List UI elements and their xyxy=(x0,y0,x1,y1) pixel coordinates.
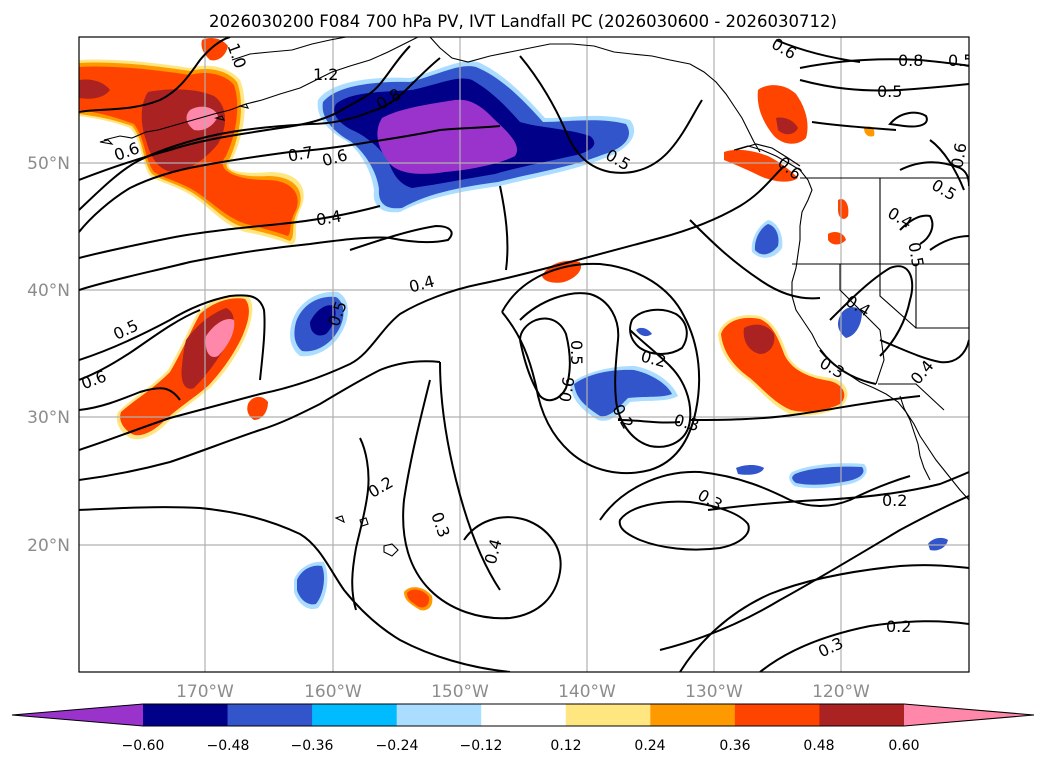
colorbar-outline xyxy=(11,703,1035,727)
colorbar-ticks: −0.60 −0.48 −0.36 −0.24 −0.12 0.12 0.24 … xyxy=(122,738,920,754)
contour-label: 0.6 xyxy=(947,141,970,169)
lon-label: 160°W xyxy=(304,682,362,702)
pv-contours xyxy=(79,37,969,672)
colorbar-tick-label: 0.60 xyxy=(888,738,919,754)
contour-label: 1.2 xyxy=(313,65,338,84)
map-title: 2026030200 F084 700 hPa PV, IVT Landfall… xyxy=(209,12,837,31)
map-frame xyxy=(78,36,970,673)
latitude-labels: 50°N 40°N 30°N 20°N xyxy=(27,154,70,556)
coastlines xyxy=(99,37,969,557)
colorbar-segment xyxy=(819,704,905,726)
colorbar-tick-label: −0.36 xyxy=(291,738,334,754)
colorbar-segment xyxy=(143,704,229,726)
colorbar-extend-min xyxy=(12,704,143,726)
colorbar-segment xyxy=(312,704,398,726)
colorbar-segment xyxy=(734,704,820,726)
lat-label: 30°N xyxy=(27,408,70,428)
contour-label: 0.2 xyxy=(886,617,911,636)
colorbar-tick-label: −0.60 xyxy=(122,738,165,754)
contour-label: 0.5 xyxy=(567,340,586,365)
colorbar-tick-label: 0.24 xyxy=(634,738,665,754)
colorbar-segment xyxy=(396,704,482,726)
colorbar-segment xyxy=(481,704,567,726)
longitude-labels: 170°W 160°W 150°W 140°W 130°W 120°W xyxy=(176,682,870,702)
lon-label: 120°W xyxy=(812,682,870,702)
contour-label: 0.8 xyxy=(898,51,923,70)
colorbar: −0.60 −0.48 −0.36 −0.24 −0.12 0.12 0.24 … xyxy=(11,703,1035,754)
lon-label: 140°W xyxy=(558,682,616,702)
lat-label: 40°N xyxy=(27,281,70,301)
colorbar-segments xyxy=(11,703,1035,727)
contour-label: 0.7 xyxy=(286,142,314,165)
contour-label: 0.5 xyxy=(877,82,902,101)
graticule xyxy=(79,37,969,672)
contour-label: 0.5 xyxy=(904,241,927,269)
colorbar-tick-label: −0.48 xyxy=(207,738,250,754)
lat-label: 20°N xyxy=(27,536,70,556)
lon-label: 170°W xyxy=(176,682,234,702)
lon-label: 150°W xyxy=(431,682,489,702)
colorbar-tick-label: 0.48 xyxy=(803,738,834,754)
lon-label: 130°W xyxy=(685,682,743,702)
colorbar-extend-max xyxy=(904,704,1034,726)
map-panel: 0.8 0.5 0.6 0.5 1.2 1.0 0.6 0.7 0.6 0.8 … xyxy=(79,37,973,672)
contour-label: 0.4 xyxy=(315,206,343,229)
colorbar-tick-label: −0.24 xyxy=(376,738,419,754)
contour-label: 0.2 xyxy=(882,491,907,510)
colorbar-tick-label: 0.36 xyxy=(719,738,750,754)
negative-anomaly-regions xyxy=(290,61,948,610)
colorbar-tick-label: −0.12 xyxy=(460,738,503,754)
contour-label: 0.5 xyxy=(948,51,973,70)
contour-label: 0.6 xyxy=(555,375,578,403)
lat-label: 50°N xyxy=(27,154,70,174)
colorbar-segment xyxy=(650,704,736,726)
colorbar-segment xyxy=(565,704,651,726)
colorbar-segment xyxy=(227,704,313,726)
colorbar-tick-label: 0.12 xyxy=(550,738,581,754)
